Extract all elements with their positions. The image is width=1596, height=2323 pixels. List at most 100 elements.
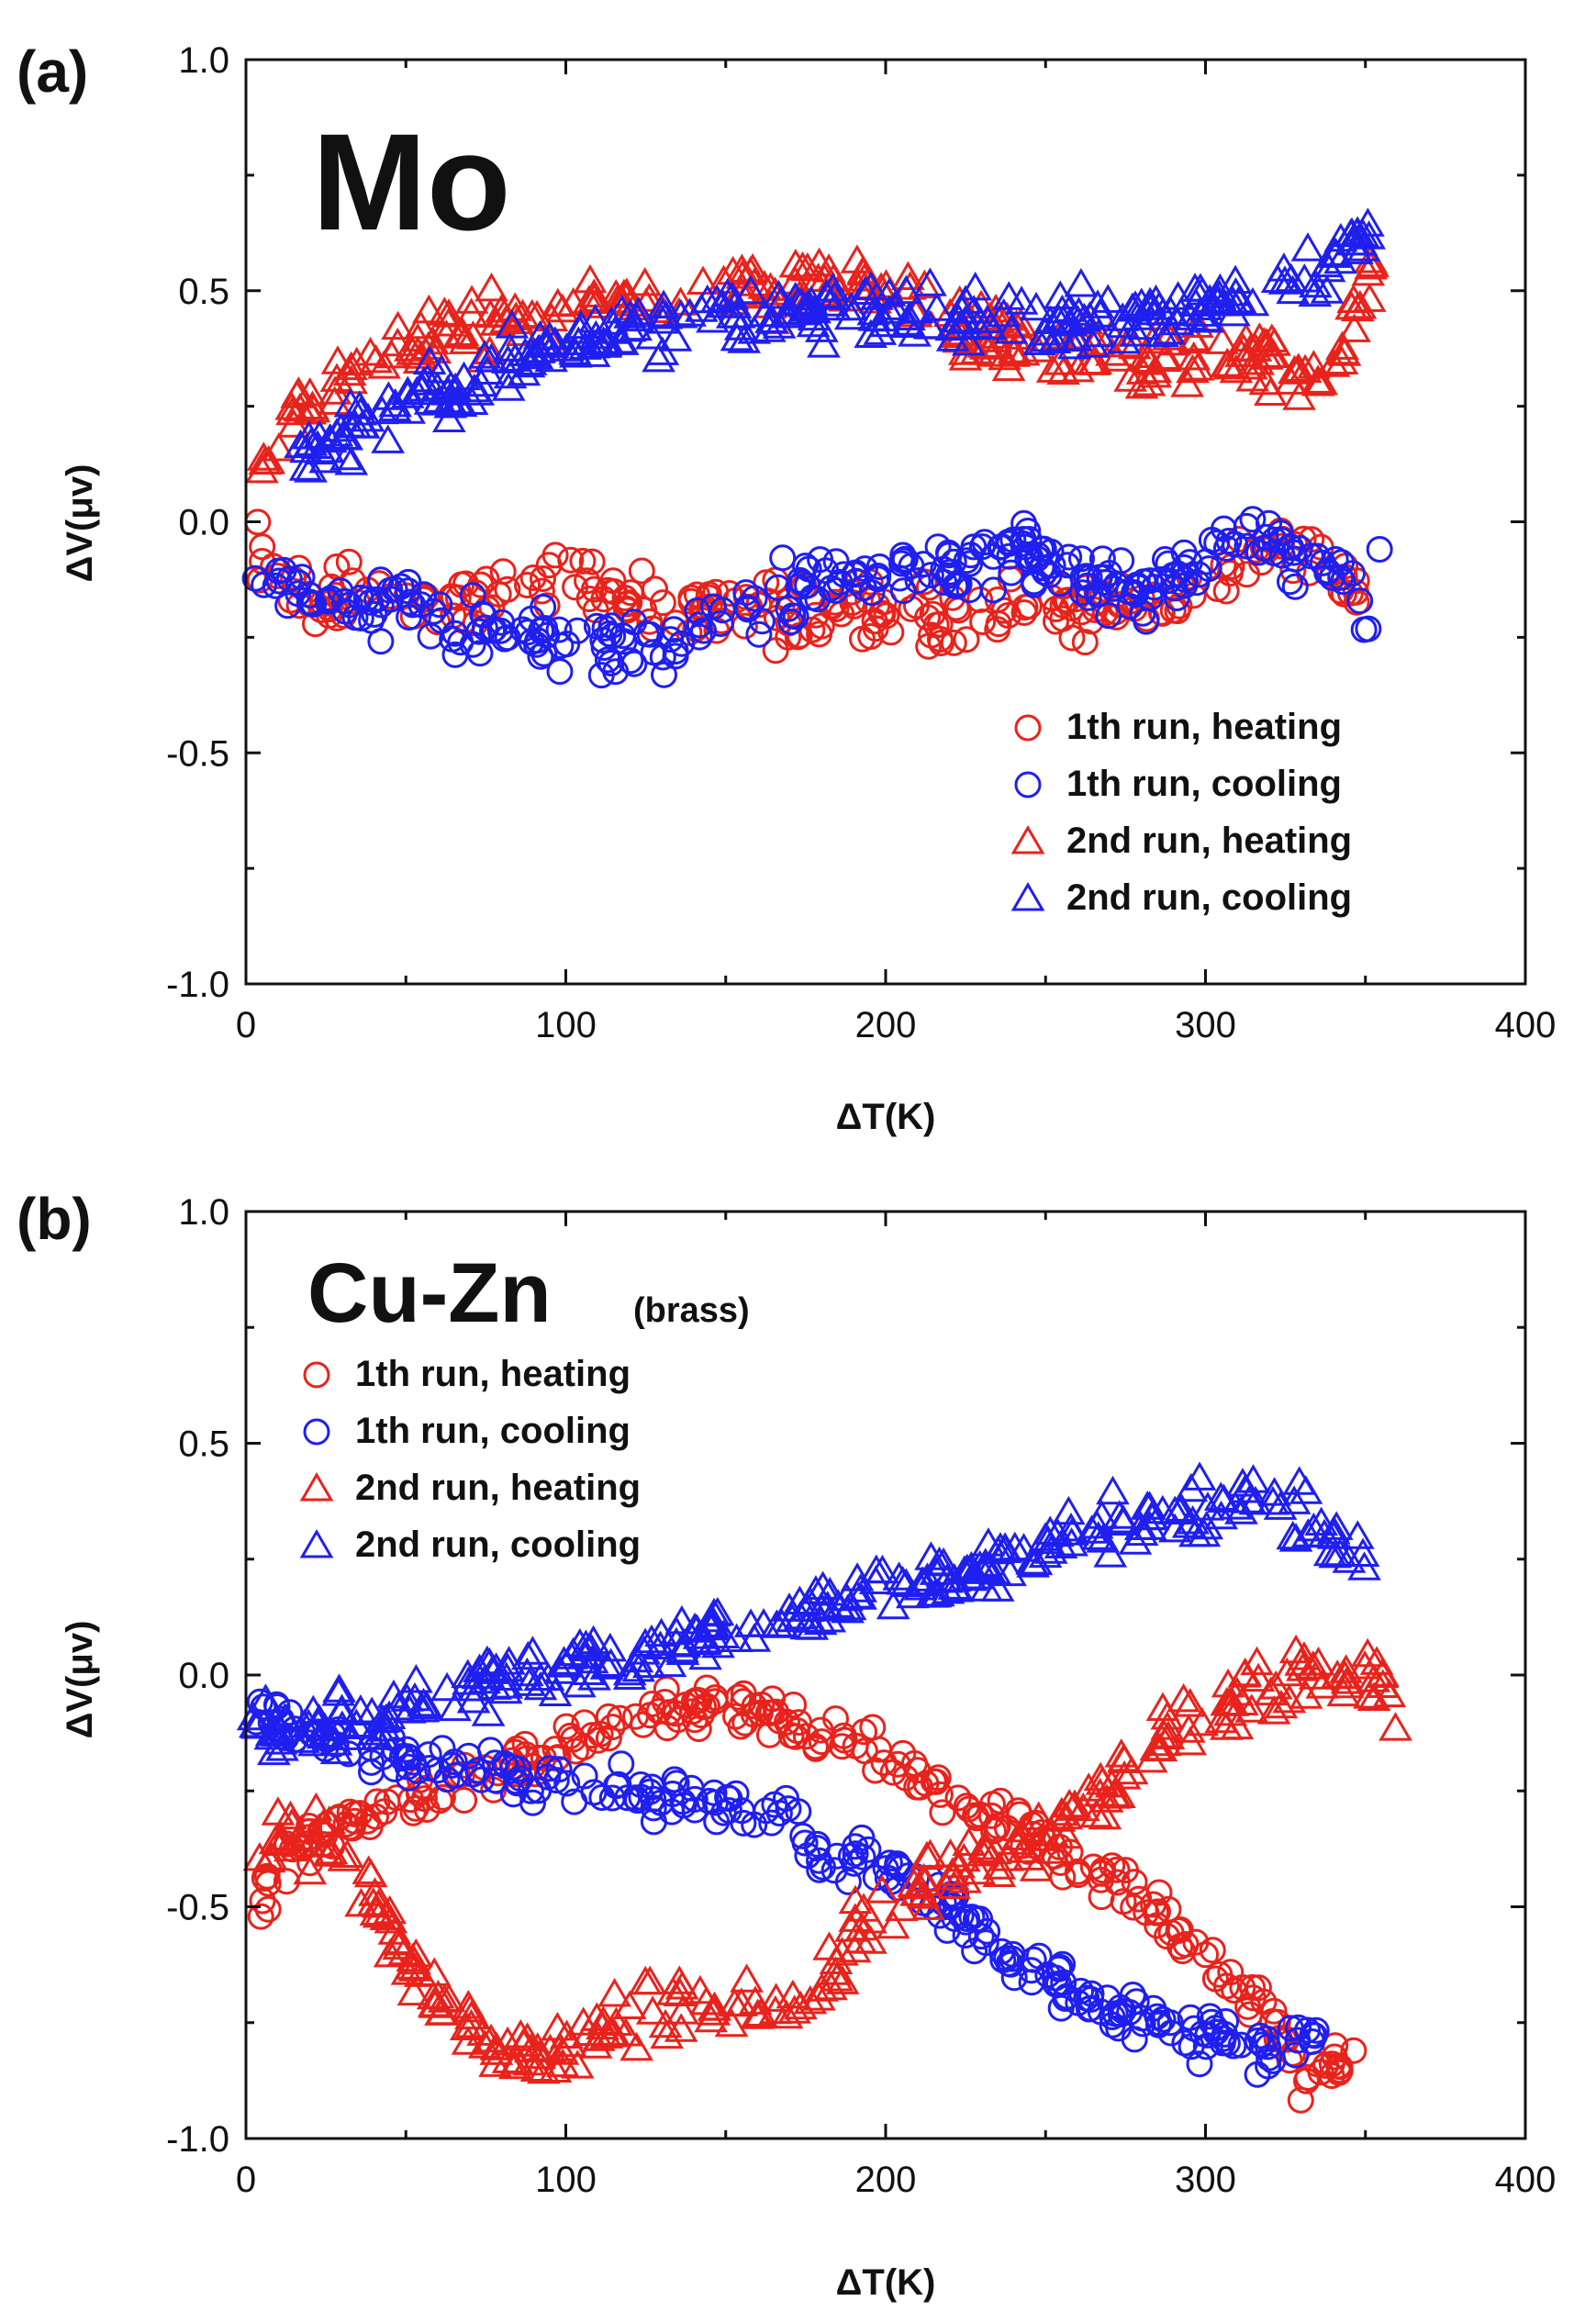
data-point-triangle xyxy=(404,309,438,340)
panel-b-series-4 xyxy=(236,1461,1381,1766)
data-point-triangle xyxy=(1204,1500,1239,1530)
data-point-triangle xyxy=(1229,322,1264,352)
data-point-circle xyxy=(1180,2015,1208,2042)
data-point-circle xyxy=(1101,2000,1129,2027)
data-point-triangle xyxy=(888,1568,923,1597)
panel-b: (b) Cu-Zn (brass) 0 100 200 300 400-1.0-0.50… xyxy=(17,1186,1556,2303)
panel-a: (a) Mo 0 100 200 300 400 -1.0 -0.5 0.0 0.5 1.0 ΔT… xyxy=(17,39,1556,1137)
data-point-triangle xyxy=(948,1864,982,1893)
data-point-triangle xyxy=(365,1720,400,1750)
data-point-circle xyxy=(686,623,713,651)
data-point-circle xyxy=(1068,579,1096,607)
data-point-triangle xyxy=(1337,313,1371,342)
data-point-triangle xyxy=(403,1958,438,1987)
data-point-circle xyxy=(753,1797,780,1825)
data-point-circle xyxy=(1234,1993,1262,2020)
data-point-triangle xyxy=(533,2033,567,2063)
data-point-triangle xyxy=(802,247,836,276)
data-point-circle xyxy=(314,587,341,615)
data-point-circle xyxy=(447,629,474,656)
data-point-circle xyxy=(1217,1959,1244,1986)
data-point-circle xyxy=(1154,1923,1180,1950)
data-point-triangle xyxy=(454,297,489,327)
data-point-circle xyxy=(662,1700,689,1727)
data-point-circle xyxy=(1277,532,1304,560)
data-point-triangle xyxy=(891,261,925,290)
data-point-triangle xyxy=(319,1735,354,1765)
data-point-triangle xyxy=(753,272,787,301)
panel-a-legend-marker-2 xyxy=(1014,771,1042,799)
data-point-triangle xyxy=(872,277,907,307)
data-point-triangle xyxy=(1032,305,1067,334)
data-point-triangle xyxy=(807,329,841,358)
panel-b-legend-label-1: 1th run, heating xyxy=(355,1354,631,1394)
data-point-circle xyxy=(1120,1893,1147,1921)
data-point-circle xyxy=(820,1857,848,1884)
data-point-triangle xyxy=(922,1546,956,1576)
data-point-circle xyxy=(769,544,797,572)
data-point-circle xyxy=(756,1721,783,1748)
data-point-triangle xyxy=(396,1976,431,2006)
data-point-triangle xyxy=(1080,289,1115,318)
data-point-circle xyxy=(620,650,648,677)
data-point-circle xyxy=(953,1793,980,1820)
data-point-triangle xyxy=(258,1825,293,1855)
data-point-circle xyxy=(685,1715,712,1742)
data-point-triangle xyxy=(356,1887,391,1916)
data-point-triangle xyxy=(759,1609,794,1638)
data-point-circle xyxy=(557,546,585,574)
data-point-triangle xyxy=(818,291,853,321)
data-point-triangle xyxy=(1171,1509,1206,1538)
data-point-triangle xyxy=(997,338,1032,367)
data-point-triangle xyxy=(399,1664,433,1693)
data-point-circle xyxy=(569,547,597,575)
data-point-triangle xyxy=(549,332,584,362)
data-point-triangle xyxy=(431,403,466,432)
data-point-triangle xyxy=(690,284,725,314)
data-point-triangle xyxy=(594,1647,629,1677)
data-point-triangle xyxy=(1079,1509,1114,1539)
data-point-triangle xyxy=(302,419,337,449)
data-point-triangle xyxy=(980,1572,1015,1602)
data-point-circle xyxy=(546,658,574,686)
data-point-triangle xyxy=(1174,1472,1209,1502)
data-point-circle xyxy=(1050,1969,1077,1996)
data-point-circle xyxy=(533,621,561,649)
data-point-triangle xyxy=(1210,348,1244,377)
data-point-circle xyxy=(1095,602,1122,630)
data-point-circle xyxy=(758,1699,786,1726)
data-point-triangle xyxy=(1216,296,1251,327)
data-point-circle xyxy=(1183,569,1211,597)
data-point-circle xyxy=(1177,2004,1204,2031)
panel-a-legend-label-2: 1th run, cooling xyxy=(1066,764,1342,804)
panel-a-legend-marker-3 xyxy=(1010,825,1045,854)
data-point-circle xyxy=(1313,559,1341,586)
data-point-triangle xyxy=(854,271,888,300)
data-point-circle xyxy=(505,1755,532,1782)
data-point-circle xyxy=(960,533,988,561)
data-point-triangle xyxy=(1133,1491,1166,1520)
data-point-triangle xyxy=(367,350,401,379)
data-point-triangle xyxy=(371,381,406,410)
data-point-circle xyxy=(1346,587,1374,615)
data-point-triangle xyxy=(1203,1481,1238,1511)
data-point-triangle xyxy=(774,296,809,325)
data-point-circle xyxy=(605,1770,632,1798)
data-point-circle xyxy=(791,1829,819,1857)
data-point-triangle xyxy=(1324,345,1359,374)
data-point-triangle xyxy=(1056,329,1091,360)
panel-a-y-tick-label: 1.0 xyxy=(178,40,229,81)
data-point-circle xyxy=(898,595,925,622)
data-point-circle xyxy=(1212,577,1240,605)
data-point-triangle xyxy=(1256,1695,1291,1725)
data-point-triangle xyxy=(392,395,427,424)
data-point-triangle xyxy=(1257,327,1291,356)
data-point-circle xyxy=(1144,2003,1171,2030)
data-point-triangle xyxy=(1150,1711,1185,1740)
data-point-triangle xyxy=(1282,1466,1317,1495)
data-point-triangle xyxy=(1083,298,1118,328)
data-point-triangle xyxy=(1119,318,1154,347)
data-point-circle xyxy=(690,617,718,644)
panel-b-material-note: (brass) xyxy=(633,1291,750,1330)
data-point-circle xyxy=(1201,1965,1229,1993)
